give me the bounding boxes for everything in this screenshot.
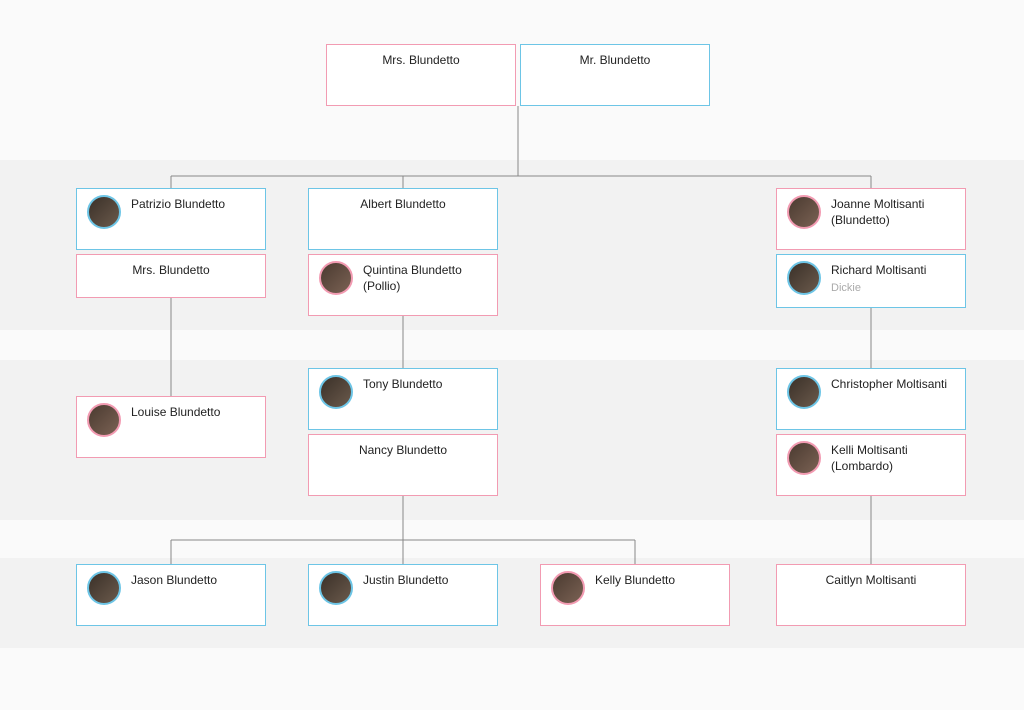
node-quintina[interactable]: Quintina Blundetto (Pollio) [308, 254, 498, 316]
avatar-icon [87, 195, 121, 229]
avatar-icon [319, 261, 353, 295]
node-label: Justin Blundetto [363, 573, 448, 589]
node-label: Quintina Blundetto (Pollio) [363, 263, 487, 294]
avatar-icon [319, 375, 353, 409]
node-label: Albert Blundetto [360, 197, 445, 213]
avatar-icon [787, 441, 821, 475]
node-kelly[interactable]: Kelly Blundetto [540, 564, 730, 626]
node-mr-blundetto-sr[interactable]: Mr. Blundetto [520, 44, 710, 106]
node-joanne[interactable]: Joanne Moltisanti (Blundetto) [776, 188, 966, 250]
avatar-icon [87, 571, 121, 605]
avatar-icon [551, 571, 585, 605]
node-label: Christopher Moltisanti [831, 377, 947, 393]
node-kelli[interactable]: Kelli Moltisanti (Lombardo) [776, 434, 966, 496]
avatar-icon [787, 195, 821, 229]
node-label: Patrizio Blundetto [131, 197, 225, 213]
node-name-text: Richard Moltisanti [831, 263, 926, 277]
node-nickname: Dickie [831, 281, 926, 295]
node-christopher[interactable]: Christopher Moltisanti [776, 368, 966, 430]
node-label: Kelly Blundetto [595, 573, 675, 589]
node-label: Louise Blundetto [131, 405, 220, 421]
avatar-icon [787, 261, 821, 295]
node-label: Mrs. Blundetto [132, 263, 209, 279]
node-richard[interactable]: Richard Moltisanti Dickie [776, 254, 966, 308]
node-caitlyn[interactable]: Caitlyn Moltisanti [776, 564, 966, 626]
node-mrs-blundetto-sr[interactable]: Mrs. Blundetto [326, 44, 516, 106]
node-louise[interactable]: Louise Blundetto [76, 396, 266, 458]
node-tony[interactable]: Tony Blundetto [308, 368, 498, 430]
node-jason[interactable]: Jason Blundetto [76, 564, 266, 626]
avatar-icon [87, 403, 121, 437]
node-label: Tony Blundetto [363, 377, 442, 393]
node-label: Joanne Moltisanti (Blundetto) [831, 197, 955, 228]
avatar-icon [319, 571, 353, 605]
node-albert[interactable]: Albert Blundetto [308, 188, 498, 250]
avatar-icon [787, 375, 821, 409]
node-nancy[interactable]: Nancy Blundetto [308, 434, 498, 496]
node-label: Kelli Moltisanti (Lombardo) [831, 443, 955, 474]
node-label: Mrs. Blundetto [382, 53, 459, 69]
node-label: Caitlyn Moltisanti [826, 573, 917, 589]
node-mrs-blundetto-jr[interactable]: Mrs. Blundetto [76, 254, 266, 298]
node-label: Mr. Blundetto [580, 53, 651, 69]
node-patrizio[interactable]: Patrizio Blundetto [76, 188, 266, 250]
node-label: Nancy Blundetto [359, 443, 447, 459]
node-justin[interactable]: Justin Blundetto [308, 564, 498, 626]
node-label: Richard Moltisanti Dickie [831, 263, 926, 295]
node-label: Jason Blundetto [131, 573, 217, 589]
